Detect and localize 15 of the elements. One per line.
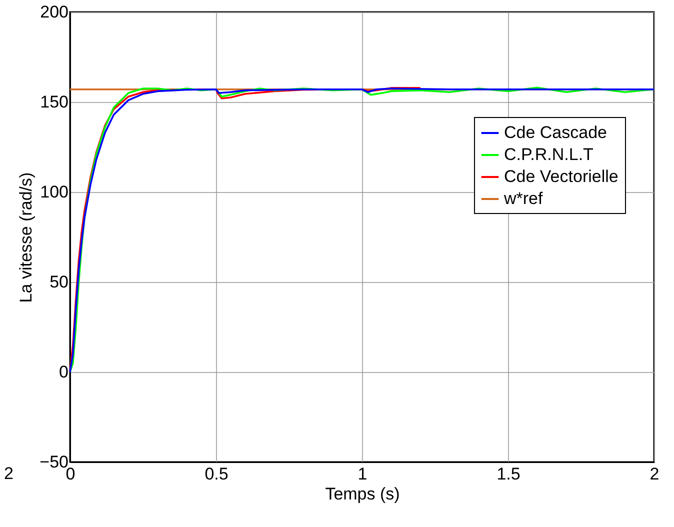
x-tick-label: 1 <box>358 464 368 484</box>
x-axis-title: Temps (s) <box>325 484 400 504</box>
y-axis-title: La vitesse (rad/s) <box>16 172 36 303</box>
x-tick-label: 2 <box>650 464 660 484</box>
y-tick-label: 150 <box>40 92 68 112</box>
legend-label: Cde Cascade <box>504 123 608 142</box>
legend-label: C.P.R.N.L.T <box>504 145 594 164</box>
y-tick-label: 200 <box>40 2 68 22</box>
x-tick-label: 0.5 <box>204 464 228 484</box>
legend-label: w*ref <box>503 189 544 208</box>
legend-label: Cde Vectorielle <box>504 167 618 186</box>
x-tick-label: 1.5 <box>496 464 520 484</box>
y-tick-label: 0 <box>59 362 68 382</box>
y-tick-label: 50 <box>50 272 68 292</box>
y-tick-label: 100 <box>40 182 68 202</box>
